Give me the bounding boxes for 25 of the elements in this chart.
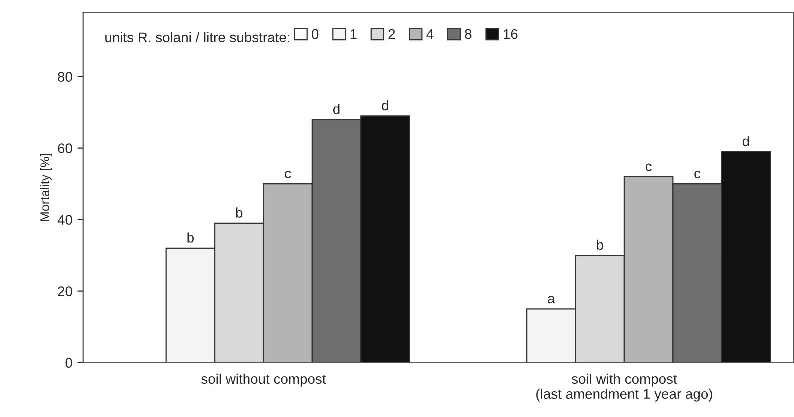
- data-label: c: [646, 164, 652, 172]
- data-label: d: [334, 104, 340, 114]
- x-tick-label: soil without compost: [202, 374, 326, 387]
- y-tick-label: 80: [58, 72, 72, 82]
- data-label: d: [742, 136, 750, 146]
- legend-label: 0: [312, 29, 319, 40]
- y-tick-label: 40: [58, 215, 72, 225]
- y-tick-label: 0: [66, 358, 72, 368]
- y-tick-label: 20: [58, 286, 72, 296]
- legend-label: 2: [388, 29, 396, 40]
- data-label: b: [236, 208, 243, 218]
- legend-label: 1: [350, 30, 357, 40]
- legend-label: 4: [426, 30, 434, 40]
- data-label: a: [548, 296, 556, 304]
- legend-label: 8: [465, 29, 472, 40]
- data-label: d: [382, 100, 388, 111]
- legend-label: 16: [504, 29, 518, 40]
- data-label: c: [694, 170, 701, 179]
- data-label: b: [597, 240, 604, 250]
- legend-title: units R. solani / litre substrate:: [106, 32, 290, 43]
- data-label: b: [188, 232, 194, 243]
- y-axis-title: Mortality [%]: [40, 154, 52, 222]
- data-label: c: [285, 170, 292, 179]
- y-tick-label: 60: [58, 144, 72, 154]
- x-tick-label: soil with compost (last amendment 1 year ago): [536, 374, 712, 402]
